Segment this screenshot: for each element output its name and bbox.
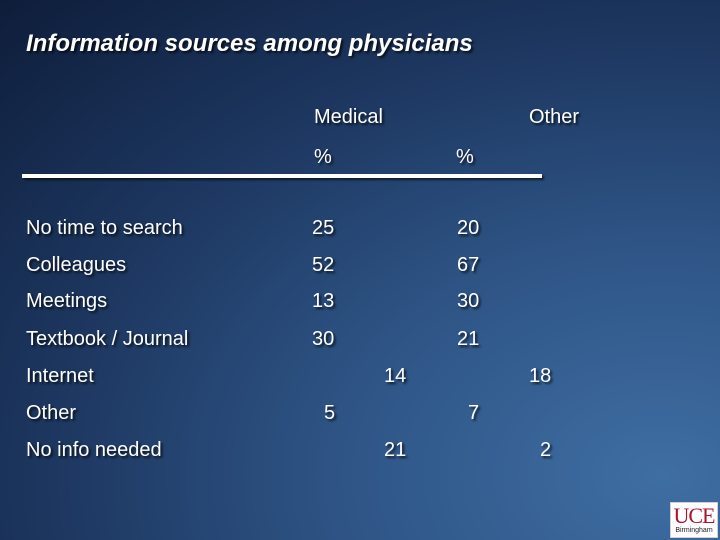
row-value-other: 18: [529, 365, 552, 387]
row-value-other: 30: [457, 290, 480, 312]
column-unit-medical: %: [314, 146, 332, 168]
row-label: Textbook / Journal: [26, 328, 189, 350]
row-value-medical: 30: [312, 328, 335, 350]
row-value-medical: 21: [384, 439, 407, 461]
row-value-medical: 13: [312, 290, 335, 312]
row-value-other: 7: [468, 402, 480, 424]
row-label: Colleagues: [26, 254, 127, 276]
row-label: Internet: [26, 365, 94, 387]
row-value-medical: 52: [312, 254, 335, 276]
uce-logo: UCE Birmingham: [670, 502, 718, 538]
row-label: Other: [26, 402, 77, 424]
row-value-other: 20: [457, 217, 480, 239]
row-value-other: 21: [457, 328, 480, 350]
logo-subtitle: Birmingham: [675, 527, 713, 534]
column-unit-other: %: [456, 146, 474, 168]
row-label: No info needed: [26, 439, 162, 461]
row-value-medical: 25: [312, 217, 335, 239]
row-value-medical: 14: [384, 365, 407, 387]
column-header-medical: Medical: [314, 106, 383, 128]
logo-name: UCE: [673, 503, 716, 528]
row-label: No time to search: [26, 217, 183, 239]
row-value-other: 67: [457, 254, 480, 276]
row-value-medical: 5: [324, 402, 336, 424]
column-header-other: Other: [529, 106, 580, 128]
row-label: Meetings: [26, 290, 108, 312]
row-value-other: 2: [540, 439, 552, 461]
header-rule: [22, 174, 542, 178]
slide-title: Information sources among physicians: [26, 30, 473, 57]
